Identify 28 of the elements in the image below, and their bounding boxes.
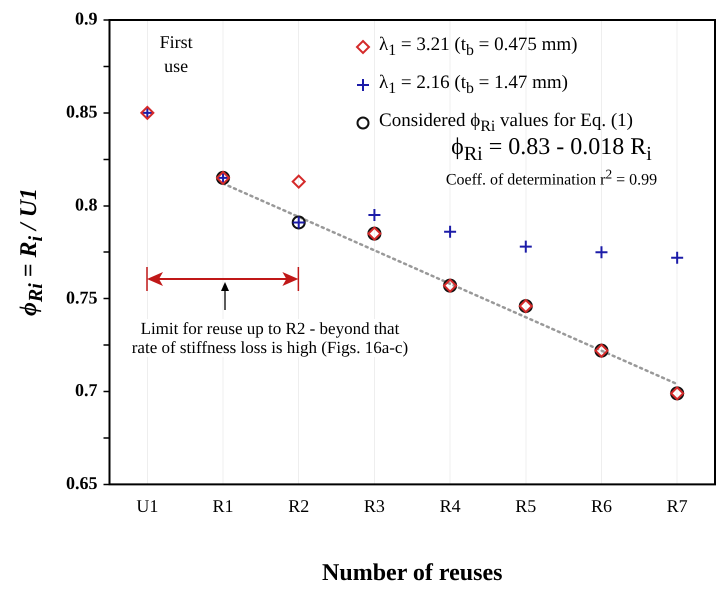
- point: [670, 250, 684, 265]
- x-tick-label: R5: [515, 496, 536, 516]
- legend-label: Considered ϕ$_{Ri}$ values for Eq. (1): [379, 110, 633, 136]
- x-tick-label: R2: [288, 496, 310, 516]
- point: [367, 208, 382, 222]
- x-tick-label: R1: [212, 496, 234, 516]
- annotation: Coeff. of determination r$^{2}$ = 0.99: [444, 166, 658, 190]
- point: [518, 240, 533, 254]
- legend-label: λ$_{1}$ = 3.21 (t$_{b}$ = 0.475 mm): [379, 34, 578, 60]
- x-tick-label: U1: [136, 496, 158, 516]
- y-tick-label: 0.85: [66, 102, 98, 122]
- x-axis-title: Number of reuses: [322, 560, 502, 587]
- y-tick-label: 0.9: [75, 8, 98, 29]
- y-tick-label: 0.8: [75, 194, 98, 214]
- x-tick-label: R6: [590, 496, 612, 516]
- point: [443, 224, 458, 239]
- y-tick-label: 0.65: [66, 473, 98, 494]
- annotation: ϕ$_{Ri}$ = 0.83 - 0.018 R$_{i}$: [450, 134, 653, 166]
- x-tick-label: R4: [440, 496, 461, 516]
- point: [292, 174, 306, 189]
- annotation: Limit for reuse up to R2 - beyond that rate of stiffness loss is high (Figs. 16a-c): [130, 319, 410, 358]
- x-tick-label: R3: [364, 496, 385, 516]
- x-tick-label: R7: [666, 496, 688, 516]
- y-tick-label: 0.75: [66, 287, 98, 308]
- point: [594, 245, 608, 260]
- legend-label: λ$_{1}$ = 2.16 (t$_{b}$ = 1.47 mm): [379, 72, 568, 98]
- annotation: First use: [158, 31, 194, 78]
- y-tick-label: 0.7: [75, 380, 98, 400]
